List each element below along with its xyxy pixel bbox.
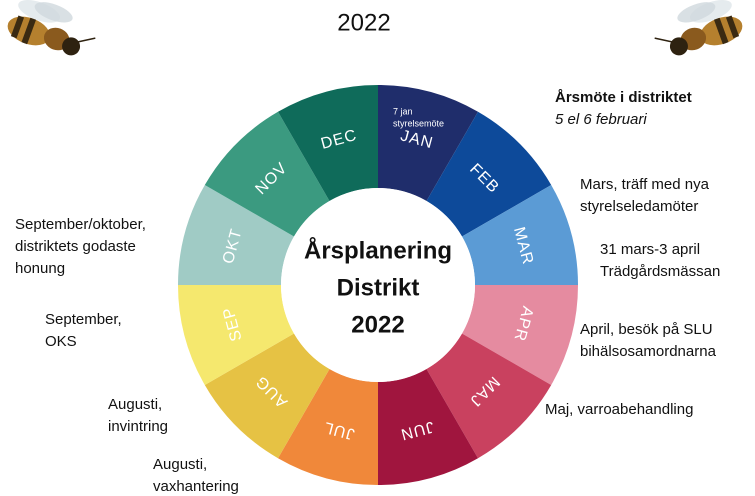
- annotation: invintring: [108, 418, 168, 435]
- center-text: Årsplanering: [304, 236, 452, 264]
- annotation: Augusti,: [153, 456, 207, 473]
- bee-left: [4, 0, 102, 65]
- center-text: 2022: [351, 311, 404, 338]
- annotation: Augusti,: [108, 396, 162, 413]
- annotation: bihälsosamordnarna: [580, 343, 717, 360]
- annotation: April, besök på SLU: [580, 321, 713, 338]
- center-text: Distrikt: [337, 274, 420, 301]
- month-note: 7 jan: [393, 106, 413, 116]
- annotation: styrelseledamöter: [580, 198, 698, 215]
- annotation: 31 mars-3 april: [600, 241, 700, 258]
- annotation: honung: [15, 260, 65, 277]
- annotation: Maj, varroabehandling: [545, 401, 693, 418]
- annotation: OKS: [45, 333, 77, 350]
- title: 2022: [337, 9, 390, 36]
- month-note: styrelsemöte: [393, 118, 444, 128]
- annotation: Mars, träff med nya: [580, 176, 710, 193]
- annotation: distriktets godaste: [15, 238, 136, 255]
- annotation: Årsmöte i distriktet: [555, 89, 692, 106]
- bee-right: [649, 0, 747, 65]
- annotation: vaxhantering: [153, 478, 239, 495]
- page: 2022 JAN7 janstyrelsemöteFEBMARAPRMAJJUN…: [0, 0, 755, 496]
- annotation: September/oktober,: [15, 216, 146, 233]
- annotation: 5 el 6 februari: [555, 111, 647, 128]
- annotation: Trädgårdsmässan: [600, 263, 720, 280]
- annotation: September,: [45, 311, 122, 328]
